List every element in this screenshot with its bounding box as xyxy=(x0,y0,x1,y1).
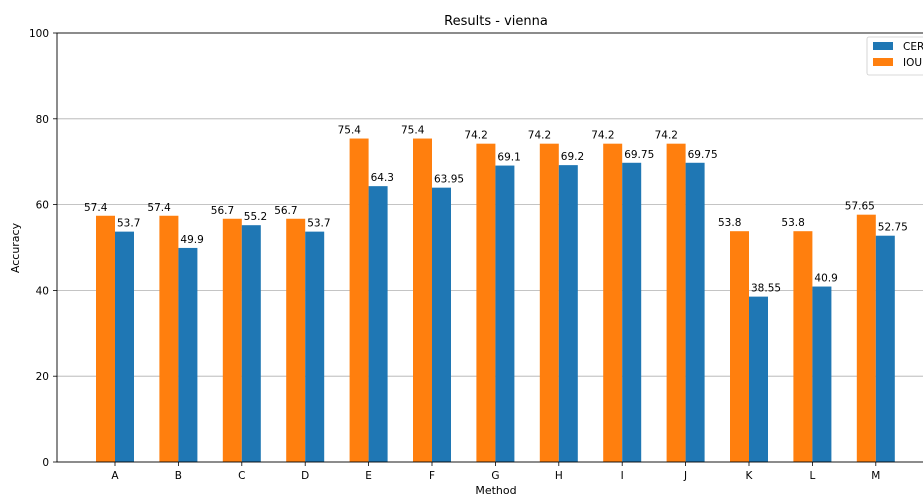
bar-cer-M xyxy=(875,235,895,462)
axes xyxy=(56,32,923,463)
bar-cer-K xyxy=(749,296,768,462)
bar-iou-G xyxy=(476,143,496,462)
y-tick-label: 0 xyxy=(42,457,49,469)
data-label-iou-K: 53.8 xyxy=(718,217,741,229)
legend-swatch-iou xyxy=(873,58,893,66)
bar-iou-J xyxy=(666,143,686,462)
data-label-cer-L: 40.9 xyxy=(814,273,837,285)
data-label-iou-M: 57.65 xyxy=(845,201,875,213)
x-tick-label: K xyxy=(746,470,754,482)
bar-iou-E xyxy=(349,138,369,462)
bar-iou-H xyxy=(539,143,559,462)
legend-label-cer: CER xyxy=(903,41,923,53)
y-tick-label: 60 xyxy=(36,200,49,212)
data-label-cer-G: 69.1 xyxy=(497,152,520,164)
x-tick-label: F xyxy=(429,470,435,482)
data-label-cer-H: 69.2 xyxy=(561,151,584,163)
data-label-cer-C: 55.2 xyxy=(244,211,267,223)
bar-iou-K xyxy=(730,231,749,462)
x-tick-label: M xyxy=(871,470,880,482)
data-label-iou-H: 74.2 xyxy=(528,130,551,142)
data-label-iou-G: 74.2 xyxy=(464,130,487,142)
data-label-cer-I: 69.75 xyxy=(624,149,654,161)
y-tick-label: 20 xyxy=(36,371,49,383)
bar-iou-M xyxy=(856,214,876,462)
bar-cer-B xyxy=(178,247,198,462)
y-ticks: 0 20 40 60 80 100 xyxy=(29,28,57,469)
data-label-cer-B: 49.9 xyxy=(180,234,203,246)
bar-iou-D xyxy=(286,218,306,462)
data-label-iou-C: 56.7 xyxy=(211,205,234,217)
x-tick-label: G xyxy=(491,470,499,482)
x-tick-label: B xyxy=(175,470,182,482)
x-tick-label: E xyxy=(365,470,372,482)
data-label-cer-M: 52.75 xyxy=(878,222,908,234)
bars xyxy=(96,138,895,463)
bar-iou-A xyxy=(96,215,115,462)
plot-frame xyxy=(56,32,923,463)
legend-label-iou: IOU xyxy=(903,57,922,69)
bar-labels: 57.4 53.7 57.4 49.9 56.7 55.2 56.7 53.7 75.4 64.3… xyxy=(84,125,908,295)
x-tick-label: H xyxy=(555,470,563,482)
bar-cer-H xyxy=(558,165,578,462)
bar-cer-D xyxy=(305,231,325,462)
data-label-iou-D: 56.7 xyxy=(274,205,297,217)
bar-cer-I xyxy=(622,162,642,462)
data-label-iou-B: 57.4 xyxy=(147,202,171,214)
x-ticks: A B C D E F G H I J K L M xyxy=(111,462,880,482)
bar-iou-I xyxy=(603,143,623,462)
y-tick-label: 100 xyxy=(29,28,49,40)
data-label-cer-A: 53.7 xyxy=(117,218,140,230)
chart-title: Results - vienna xyxy=(444,14,548,29)
bar-cer-L xyxy=(812,286,832,462)
data-label-iou-E: 75.4 xyxy=(338,125,362,137)
data-label-iou-A: 57.4 xyxy=(84,202,108,214)
data-label-cer-F: 63.95 xyxy=(434,174,464,186)
bar-iou-B xyxy=(159,215,179,462)
bar-cer-E xyxy=(368,186,388,462)
data-label-iou-L: 53.8 xyxy=(781,217,804,229)
legend-swatch-cer xyxy=(873,42,893,50)
x-tick-label: D xyxy=(301,470,309,482)
x-tick-label: J xyxy=(683,470,687,482)
bar-cer-A xyxy=(115,231,134,462)
bar-cer-F xyxy=(432,187,451,463)
bar-iou-F xyxy=(413,138,432,462)
data-label-cer-J: 69.75 xyxy=(688,149,718,161)
bar-iou-L xyxy=(793,231,813,462)
y-tick-label: 80 xyxy=(36,114,49,126)
x-tick-label: L xyxy=(809,470,815,482)
data-label-cer-D: 53.7 xyxy=(307,218,330,230)
data-label-iou-F: 75.4 xyxy=(401,125,425,137)
bar-cer-C xyxy=(241,225,261,462)
data-label-iou-J: 74.2 xyxy=(655,130,678,142)
data-label-cer-E: 64.3 xyxy=(371,172,394,184)
y-tick-label: 40 xyxy=(36,285,49,297)
bar-iou-C xyxy=(222,218,242,462)
legend: CER IOU xyxy=(866,36,923,76)
x-tick-label: I xyxy=(621,470,624,482)
bar-cer-J xyxy=(685,162,705,462)
x-tick-label: A xyxy=(111,470,119,482)
data-label-cer-K: 38.55 xyxy=(751,283,781,295)
x-axis-label: Method xyxy=(475,484,516,495)
x-tick-label: C xyxy=(238,470,245,482)
data-label-iou-I: 74.2 xyxy=(591,130,614,142)
bar-cer-G xyxy=(495,165,515,462)
y-axis-label: Accuracy xyxy=(9,222,22,273)
